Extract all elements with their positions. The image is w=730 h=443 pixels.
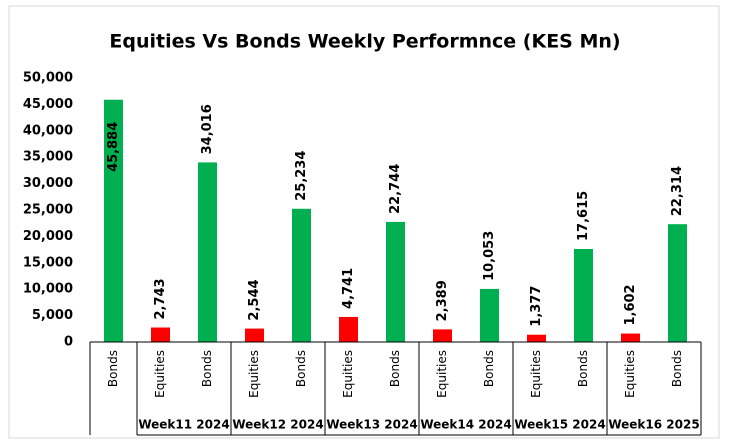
data-label: 10,053 (482, 231, 497, 281)
data-label: 4,741 (341, 268, 356, 309)
group-label: Week12 2024 (232, 418, 323, 432)
group-label: Week16 2025 (608, 418, 699, 432)
bar (574, 248, 593, 342)
y-tick-label: 25,000 (23, 203, 73, 218)
group-label: Week14 2024 (420, 418, 511, 432)
bar (621, 333, 640, 342)
x-tick-label: Equities (623, 350, 637, 398)
data-label: 2,544 (247, 279, 262, 320)
data-label: 25,234 (294, 151, 309, 201)
y-tick-label: 0 (64, 335, 73, 350)
x-tick-label: Bonds (200, 350, 214, 387)
data-label: 2,389 (435, 280, 450, 321)
y-tick-label: 35,000 (23, 150, 73, 165)
x-tick-label: Bonds (106, 350, 120, 387)
bar (104, 99, 123, 342)
group-label: Week11 2024 (138, 418, 229, 432)
x-tick-label: Equities (247, 350, 261, 398)
chart-title: Equities Vs Bonds Weekly Performnce (KES… (109, 31, 620, 53)
x-tick-label: Bonds (294, 350, 308, 387)
data-label: 1,377 (529, 286, 544, 327)
bar (386, 221, 405, 342)
y-tick-label: 45,000 (23, 97, 73, 112)
x-tick-label: Equities (529, 350, 543, 398)
x-tick-label: Bonds (482, 350, 496, 387)
x-tick-label: Equities (153, 350, 167, 398)
y-tick-label: 50,000 (23, 71, 73, 86)
data-label: 1,602 (623, 284, 638, 325)
bar (668, 224, 687, 342)
bar (198, 162, 217, 342)
x-tick-label: Bonds (670, 350, 684, 387)
bar (433, 329, 452, 342)
y-tick-label: 15,000 (23, 255, 73, 270)
chart-border (8, 5, 720, 439)
x-tick-label: Bonds (576, 350, 590, 387)
bar (527, 334, 546, 342)
data-label: 17,615 (576, 191, 591, 241)
data-label: 22,744 (388, 164, 403, 214)
group-label: Week15 2024 (514, 418, 605, 432)
data-label: 2,743 (153, 278, 168, 319)
bar (339, 316, 358, 342)
bar (480, 288, 499, 342)
x-tick-label: Equities (341, 350, 355, 398)
x-tick-label: Equities (435, 350, 449, 398)
y-tick-label: 5,000 (32, 308, 73, 323)
x-tick-label: Bonds (388, 350, 402, 387)
y-tick-label: 30,000 (23, 176, 73, 191)
y-tick-label: 40,000 (23, 123, 73, 138)
y-tick-label: 20,000 (23, 229, 73, 244)
data-label: 22,314 (670, 166, 685, 216)
data-label: 34,016 (200, 104, 215, 154)
bar (292, 208, 311, 342)
group-label: Week13 2024 (326, 418, 417, 432)
y-tick-label: 10,000 (23, 282, 73, 297)
bar (245, 328, 264, 342)
data-label: 45,884 (106, 122, 121, 172)
bar (151, 327, 170, 342)
